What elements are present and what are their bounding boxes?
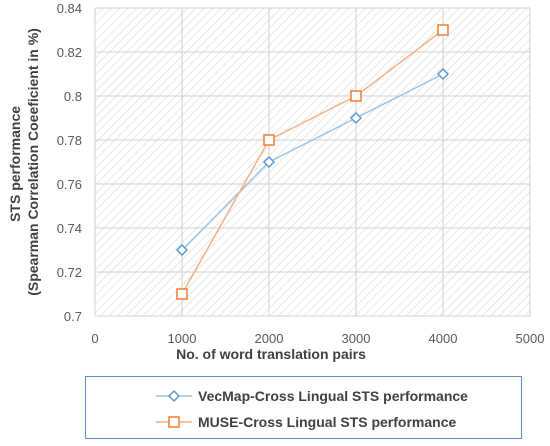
x-tick-label: 1000	[168, 331, 197, 346]
y-tick-label: 0.78	[57, 133, 82, 148]
y-tick-label: 0.76	[57, 177, 82, 192]
data-point-vecmap	[349, 111, 363, 125]
legend-item-muse: MUSE-Cross Lingual STS performance	[156, 412, 456, 432]
x-tick-labels: 0 1000 2000 3000 4000 5000	[91, 331, 544, 346]
x-tick-label: 4000	[429, 331, 458, 346]
x-axis-title: No. of word translation pairs	[176, 346, 366, 362]
data-point-vecmap	[262, 155, 276, 169]
data-point-muse	[437, 24, 449, 36]
y-tick-label: 0.84	[57, 1, 82, 16]
y-tick-label: 0.72	[57, 265, 82, 280]
data-point-muse	[176, 288, 188, 300]
y-tick-label: 0.8	[64, 89, 82, 104]
x-tick-label: 0	[91, 331, 98, 346]
series-line-muse	[181, 29, 444, 295]
data-point-muse	[350, 90, 362, 102]
y-axis-title: STS performance (Spearman Correlation Co…	[7, 28, 41, 296]
y-tick-label: 0.74	[57, 221, 82, 236]
legend: VecMap-Cross Lingual STS performance MUS…	[85, 376, 522, 439]
line-chart: 0 1000 2000 3000 4000 5000 0.70.720.740.760.7…	[7, 1, 544, 362]
legend-item-vecmap: VecMap-Cross Lingual STS performance	[156, 386, 468, 406]
data-point-muse	[263, 134, 275, 146]
y-tick-label: 0.82	[57, 45, 82, 60]
y-tick-labels: 0.7 0.72 0.74 0.76 0.78 0.8 0.82 0.84	[57, 1, 82, 324]
series-line-vecmap	[181, 73, 444, 251]
series-lines	[181, 29, 444, 295]
data-point-vecmap	[436, 67, 450, 81]
series-markers	[175, 24, 450, 300]
x-tick-label: 5000	[516, 331, 545, 346]
plot-area	[95, 8, 530, 316]
y-tick-label: 0.7	[64, 309, 82, 324]
y-axis-title-line2: (Spearman Correlation Coeeficient in %)	[25, 28, 41, 296]
data-point-vecmap	[175, 243, 189, 257]
x-tick-label: 2000	[255, 331, 284, 346]
legend-marker-muse	[156, 416, 192, 428]
legend-label-vecmap: VecMap-Cross Lingual STS performance	[198, 388, 468, 404]
legend-label-muse: MUSE-Cross Lingual STS performance	[198, 414, 457, 430]
y-axis-title-line1: STS performance	[7, 106, 23, 222]
x-tick-label: 3000	[342, 331, 371, 346]
legend-marker-vecmap	[156, 389, 192, 403]
